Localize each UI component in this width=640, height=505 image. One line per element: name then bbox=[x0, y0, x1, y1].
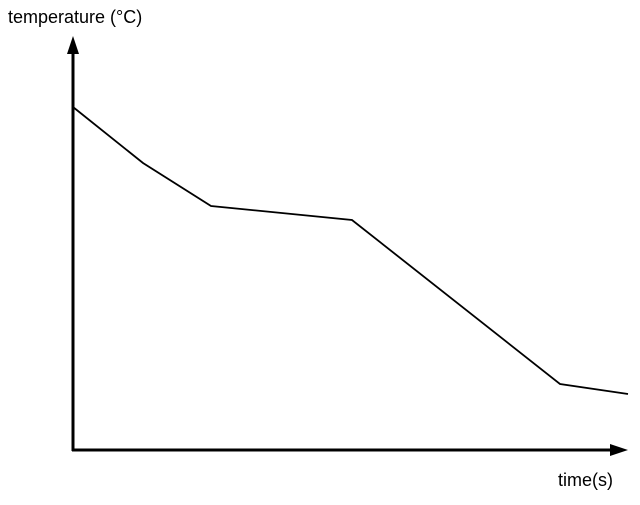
y-axis-label: temperature (°C) bbox=[8, 7, 142, 27]
x-axis-arrow bbox=[610, 444, 628, 456]
cooling-curve bbox=[72, 106, 629, 395]
y-axis-arrow bbox=[67, 36, 79, 54]
x-axis-label: time(s) bbox=[558, 470, 613, 490]
